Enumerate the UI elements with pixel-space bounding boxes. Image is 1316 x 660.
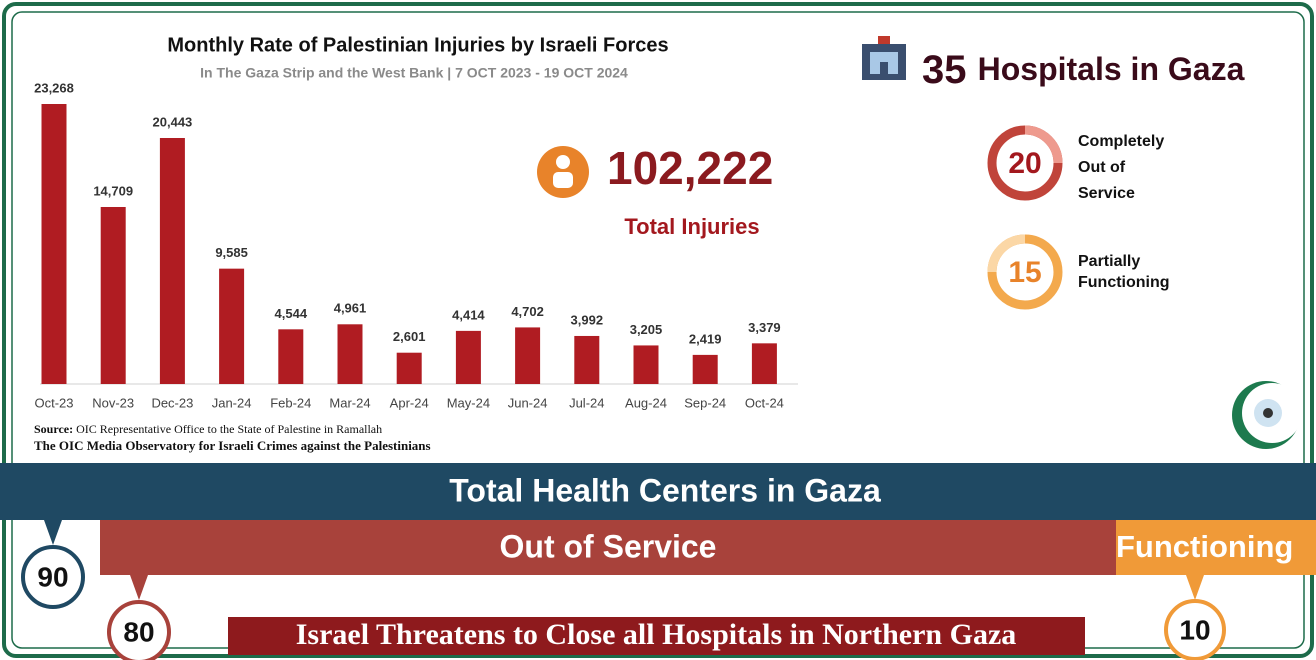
health-centers-title: Total Health Centers in Gaza [449, 472, 881, 508]
source-label: Source: [34, 422, 73, 436]
functioning-band [1116, 520, 1316, 575]
bar [100, 206, 126, 384]
credit: The OIC Media Observatory for Israeli Cr… [34, 438, 431, 453]
hospitals-title: 35 Hospitals in Gaza [922, 48, 1245, 92]
value-label: 14,709 [93, 183, 133, 198]
x-tick-label: Oct-24 [745, 395, 784, 410]
x-tick-label: Jul-24 [569, 395, 604, 410]
total-injuries-value: 102,222 [607, 142, 773, 194]
value-label: 4,961 [334, 301, 367, 316]
value-label: 4,414 [452, 307, 485, 322]
value-label: 3,379 [748, 320, 781, 335]
hospitals-label: Hospitals in Gaza [978, 51, 1245, 87]
bar [455, 330, 481, 384]
value-label: 9,585 [215, 245, 248, 260]
x-tick-label: Dec-23 [151, 395, 193, 410]
total-circle [21, 545, 85, 609]
health-centers-band [0, 463, 1316, 520]
functioning-band-label: Functioning [1116, 529, 1293, 564]
pointer [44, 520, 62, 545]
bars: 23,268 Oct-23 14,709 Nov-23 20,443 Dec-23 9,58… [34, 80, 784, 410]
x-tick-label: Jun-24 [508, 395, 548, 410]
bar [41, 104, 67, 384]
value-label: 3,992 [571, 312, 604, 327]
value-label: 2,419 [689, 331, 722, 346]
x-tick-label: Apr-24 [390, 395, 429, 410]
injury-icon-head [556, 155, 570, 169]
out-of-service-circle [107, 600, 171, 660]
bar [515, 327, 541, 384]
bar [337, 324, 363, 384]
out-of-service-band [100, 520, 1116, 575]
partial-count: 15 [1008, 256, 1041, 289]
total-count: 90 [37, 561, 68, 592]
partial-label: Partially Functioning [1078, 253, 1170, 291]
value-label: 20,443 [153, 114, 193, 129]
value-label: 23,268 [34, 80, 74, 95]
source: Source: OIC Representative Office to the… [34, 422, 382, 436]
bar [692, 354, 718, 384]
functioning-centers: 10 [1179, 614, 1210, 645]
value-label: 3,205 [630, 322, 663, 337]
bar [278, 329, 304, 384]
pointer [1186, 575, 1204, 600]
headline: Israel Threatens to Close all Hospitals … [296, 618, 1017, 651]
total-injuries-label: Total Injuries [624, 214, 759, 239]
value-label: 2,601 [393, 329, 426, 344]
x-tick-label: Sep-24 [684, 395, 726, 410]
x-tick-label: Oct-23 [34, 395, 73, 410]
out-of-service-count: 20 [1008, 147, 1041, 180]
value-label: 4,544 [275, 306, 308, 321]
injury-icon-body [553, 172, 573, 188]
chart-title: Monthly Rate of Palestinian Injuries by … [167, 34, 668, 56]
value-label: 4,702 [511, 304, 544, 319]
x-tick-label: May-24 [447, 395, 490, 410]
partial-ring-accent [987, 234, 1026, 273]
bar [396, 352, 422, 384]
out-of-service-ring-accent [1024, 125, 1063, 164]
bar [574, 335, 600, 384]
x-tick-label: Aug-24 [625, 395, 667, 410]
bar [219, 268, 245, 384]
hospital-icon [862, 36, 906, 80]
bar [633, 345, 659, 384]
out-of-service-band-label: Out of Service [500, 528, 717, 564]
chart-subtitle: In The Gaza Strip and the West Bank | 7 … [200, 65, 628, 81]
pointer [130, 575, 148, 600]
out-of-service-label: Completely Out of Service [1078, 133, 1169, 202]
x-tick-label: Feb-24 [270, 395, 311, 410]
bar [159, 137, 185, 384]
x-tick-label: Jan-24 [212, 395, 252, 410]
headline-band [228, 617, 1085, 655]
x-tick-label: Mar-24 [329, 395, 370, 410]
oic-logo [1232, 381, 1302, 449]
x-tick-label: Nov-23 [92, 395, 134, 410]
bar [751, 343, 777, 384]
out-of-service-centers: 80 [123, 616, 154, 647]
source-text: OIC Representative Office to the State o… [76, 422, 382, 436]
hospitals-count: 35 [922, 48, 967, 92]
functioning-circle [1164, 599, 1226, 660]
